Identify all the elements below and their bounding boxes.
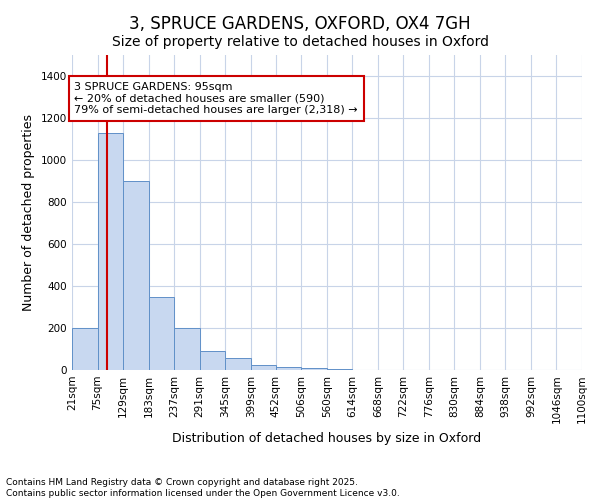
Text: 3 SPRUCE GARDENS: 95sqm
← 20% of detached houses are smaller (590)
79% of semi-d: 3 SPRUCE GARDENS: 95sqm ← 20% of detache…	[74, 82, 358, 115]
Bar	[200, 351, 225, 370]
Bar	[276, 367, 301, 370]
Text: Contains HM Land Registry data © Crown copyright and database right 2025.
Contai: Contains HM Land Registry data © Crown c…	[6, 478, 400, 498]
Bar	[174, 328, 200, 370]
Bar	[72, 328, 98, 370]
Bar	[123, 181, 149, 370]
X-axis label: Distribution of detached houses by size in Oxford: Distribution of detached houses by size …	[172, 432, 482, 445]
Bar	[301, 368, 327, 370]
Bar	[225, 358, 251, 370]
Bar	[327, 369, 352, 370]
Y-axis label: Number of detached properties: Number of detached properties	[22, 114, 35, 311]
Bar	[251, 365, 276, 370]
Text: Size of property relative to detached houses in Oxford: Size of property relative to detached ho…	[112, 35, 488, 49]
Text: 3, SPRUCE GARDENS, OXFORD, OX4 7GH: 3, SPRUCE GARDENS, OXFORD, OX4 7GH	[129, 15, 471, 33]
Bar	[98, 132, 123, 370]
Bar	[149, 296, 174, 370]
